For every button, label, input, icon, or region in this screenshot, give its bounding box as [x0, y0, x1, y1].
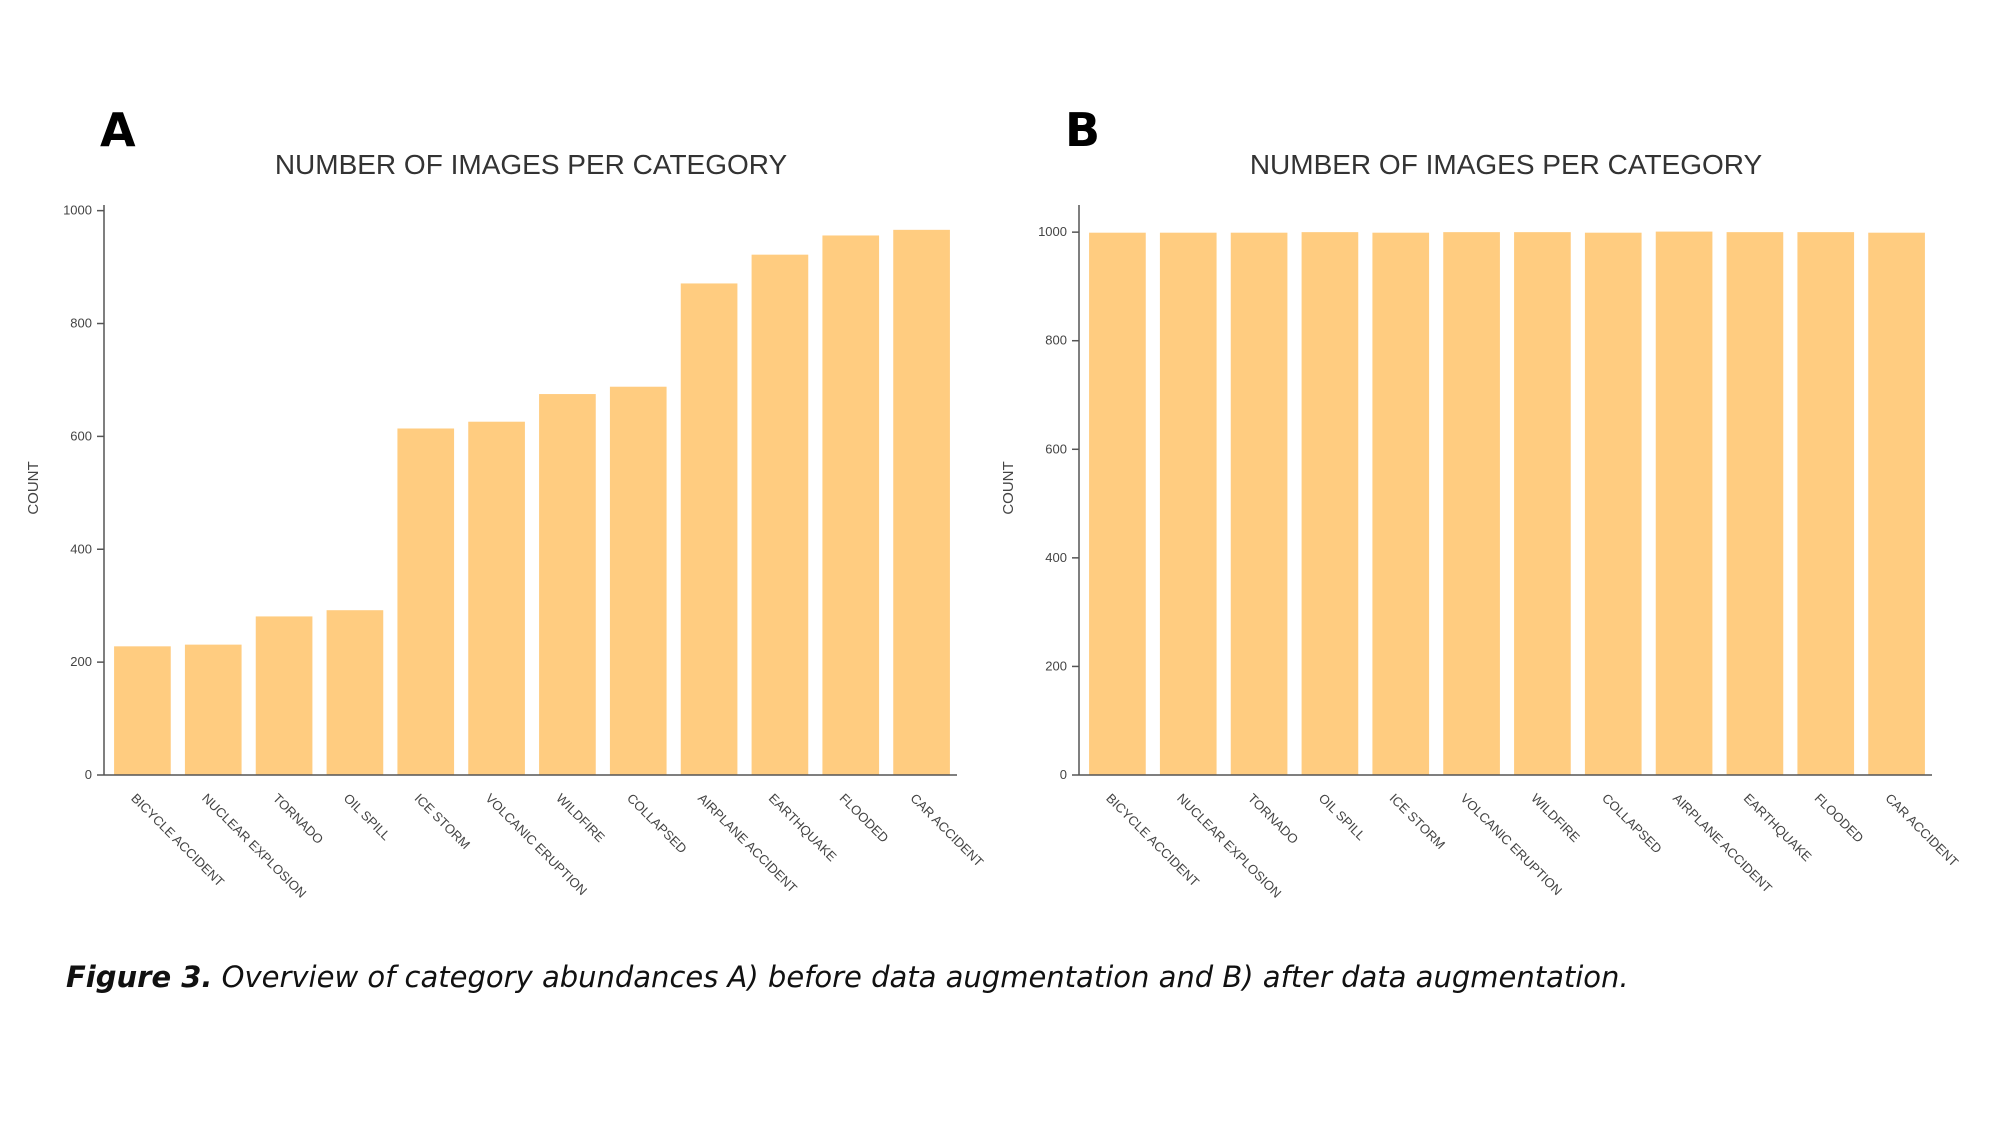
panel-a-bar-wildfire: [539, 394, 596, 775]
panel-a-bar-airplane-accident: [680, 283, 738, 775]
panel-b-chart: B NUMBER OF IMAGES PER CATEGORY COUNT 0 2…: [1000, 103, 1962, 901]
panel-a-ytick-label-800: 800: [70, 316, 92, 331]
panel-b-xtick-label-flooded: FLOODED: [1812, 791, 1867, 846]
panel-b-xtick-label-car-accident: CAR ACCIDENT: [1882, 791, 1961, 870]
panel-a-xtick-label-collapsed: COLLAPSED: [624, 791, 690, 857]
panel-b-bar-tornado: [1230, 232, 1288, 775]
panel-a-xtick-label-car-accident: CAR ACCIDENT: [907, 791, 986, 870]
panel-a-ytick-label-400: 400: [70, 541, 92, 556]
panel-a-chart: A NUMBER OF IMAGES PER CATEGORY COUNT 0 2…: [25, 103, 987, 901]
panel-b-xtick-label-earthquake: EARTHQUAKE: [1741, 791, 1815, 865]
panel-b-bar-car-accident: [1868, 232, 1925, 775]
panel-a-bars: [114, 229, 950, 776]
panel-b-bars: [1089, 231, 1925, 776]
panel-b-bar-collapsed: [1584, 232, 1642, 775]
panel-a-xtick-label-tornado: TORNADO: [270, 791, 326, 847]
panel-b-bar-ice-storm: [1372, 232, 1430, 775]
panel-a-bar-tornado: [255, 616, 313, 775]
panel-a-xtick-label-wildfire: WILDFIRE: [553, 791, 608, 846]
panel-b-xtick-label-ice-storm: ICE STORM: [1387, 791, 1449, 853]
panel-a-ylabel: COUNT: [25, 461, 42, 514]
panel-b-xtick-label-wildfire: WILDFIRE: [1528, 791, 1583, 846]
panel-a-bar-earthquake: [751, 254, 809, 776]
panel-a-bar-oil-spill: [326, 610, 384, 775]
panel-a-title: NUMBER OF IMAGES PER CATEGORY: [275, 149, 788, 180]
panel-a-xtick-label-oil-spill: OIL SPILL: [341, 791, 394, 844]
panel-a-ytick-label-600: 600: [70, 428, 92, 443]
caption-label: Figure 3.: [66, 960, 213, 994]
panel-b-bar-bicycle-accident: [1089, 232, 1146, 775]
panel-b-bar-volcanic-eruption: [1443, 232, 1500, 776]
panel-a-bar-car-accident: [893, 229, 950, 776]
panel-b-bar-airplane-accident: [1655, 231, 1713, 776]
panel-a-bar-bicycle-accident: [114, 646, 171, 775]
panel-b-ytick-label-1000: 1000: [1038, 224, 1067, 239]
panel-b-bar-wildfire: [1514, 232, 1571, 776]
figure-caption: Figure 3. Overview of category abundance…: [66, 960, 1966, 994]
panel-b-ytick-label-600: 600: [1045, 441, 1067, 456]
panel-b-ytick-label-800: 800: [1045, 333, 1067, 348]
panel-b-title: NUMBER OF IMAGES PER CATEGORY: [1250, 149, 1763, 180]
panel-b-ytick-label-400: 400: [1045, 550, 1067, 565]
panel-a-bar-nuclear-explosion: [184, 644, 242, 775]
panel-a-letter: A: [100, 103, 136, 157]
panel-b-bar-oil-spill: [1301, 232, 1359, 776]
panel-b-bar-flooded: [1797, 232, 1855, 776]
panel-b-bar-earthquake: [1726, 232, 1784, 776]
panel-b-bar-nuclear-explosion: [1159, 232, 1217, 775]
panel-b-xtick-label-collapsed: COLLAPSED: [1599, 791, 1665, 857]
panel-b-ytick-label-200: 200: [1045, 658, 1067, 673]
panel-a-xtick-label-earthquake: EARTHQUAKE: [766, 791, 840, 865]
panel-b-letter: B: [1065, 103, 1100, 157]
panel-a-ytick-label-1000: 1000: [63, 203, 92, 218]
panel-b-ytick-label-0: 0: [1060, 767, 1067, 782]
panel-a-xtick-label-ice-storm: ICE STORM: [412, 791, 474, 853]
panel-b-xtick-label-tornado: TORNADO: [1245, 791, 1301, 847]
panel-a-y-axis: 0 200 400 600 800 1000: [63, 203, 104, 782]
panel-b-y-axis: 0 200 400 600 800 1000: [1038, 224, 1079, 782]
panel-a-bar-flooded: [822, 235, 880, 776]
panel-b-xtick-label-oil-spill: OIL SPILL: [1316, 791, 1369, 844]
panel-a-bar-collapsed: [609, 386, 667, 775]
panel-a-ytick-label-200: 200: [70, 654, 92, 669]
caption-text: Overview of category abundances A) befor…: [212, 960, 1629, 994]
panel-a-xtick-label-flooded: FLOODED: [837, 791, 892, 846]
panel-a-ytick-label-0: 0: [85, 767, 92, 782]
panel-b-ylabel: COUNT: [1000, 461, 1017, 514]
panel-a-bar-volcanic-eruption: [468, 421, 525, 775]
panel-a-bar-ice-storm: [397, 428, 455, 775]
